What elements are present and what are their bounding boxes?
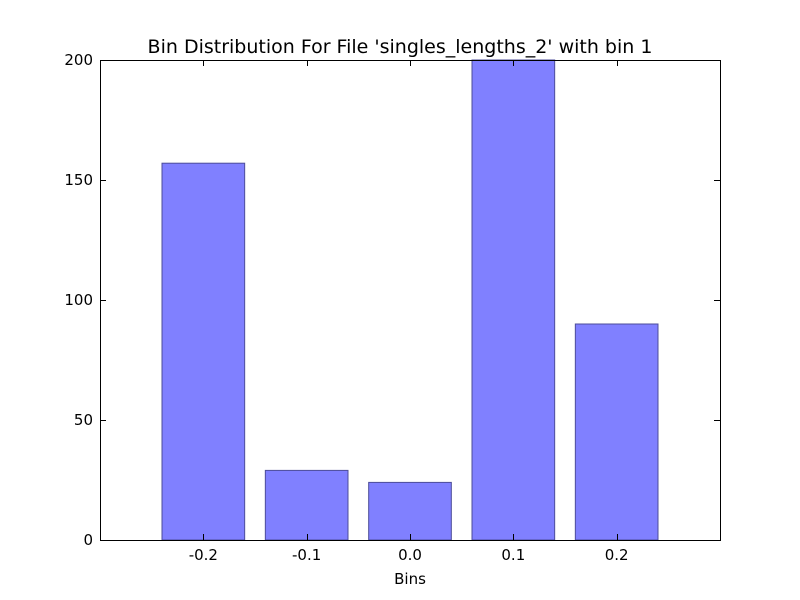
y-tick-label: 0 bbox=[83, 531, 93, 549]
x-tick-label: 0.2 bbox=[605, 546, 629, 564]
x-tick-label: -0.2 bbox=[189, 546, 218, 564]
x-axis-label: Bins bbox=[394, 570, 426, 588]
y-tick-label: 150 bbox=[64, 171, 93, 189]
bar-0.2 bbox=[574, 323, 659, 541]
x-tick-label: 0.0 bbox=[398, 546, 422, 564]
bar--0.1 bbox=[264, 469, 349, 541]
bar--0.2 bbox=[161, 162, 246, 541]
bars-layer bbox=[161, 59, 659, 541]
bar-0.0 bbox=[368, 481, 452, 541]
chart-title: Bin Distribution For File 'singles_lengt… bbox=[148, 36, 653, 58]
x-tick-label: 0.1 bbox=[501, 546, 525, 564]
y-tick-label: 200 bbox=[64, 51, 93, 69]
ticks-layer: -0.2 -0.1 0.0 0.1 0.2 0 50 100 150 200 bbox=[64, 51, 720, 564]
plot-frame bbox=[100, 60, 721, 541]
y-tick-label: 50 bbox=[74, 411, 93, 429]
bar-0.1 bbox=[471, 59, 556, 541]
y-tick-label: 100 bbox=[64, 291, 93, 309]
x-tick-label: -0.1 bbox=[292, 546, 321, 564]
